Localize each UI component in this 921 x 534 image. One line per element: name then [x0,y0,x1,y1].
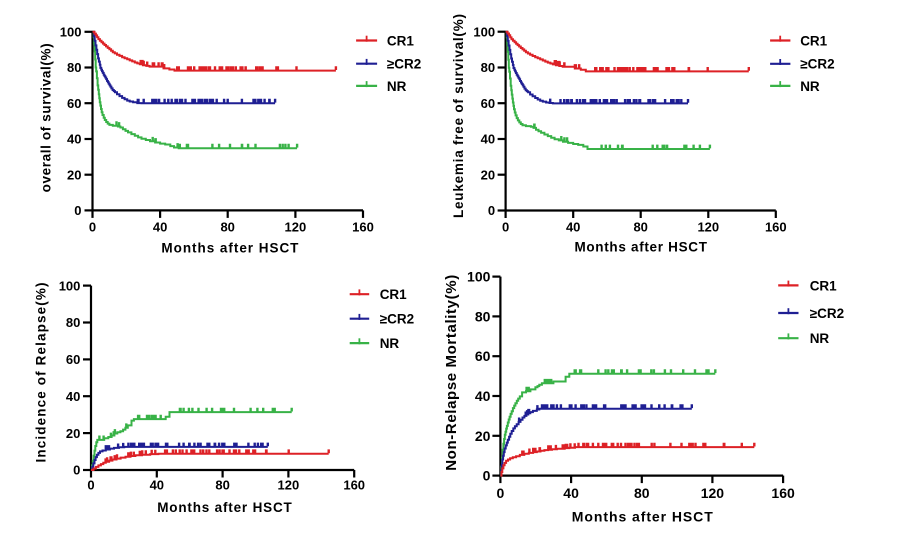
svg-text:120: 120 [285,220,307,235]
svg-text:CR1: CR1 [810,278,837,293]
svg-text:40: 40 [566,220,580,235]
svg-text:Months after HSCT: Months after HSCT [157,500,292,515]
svg-text:40: 40 [66,389,80,404]
svg-text:0: 0 [502,220,509,235]
svg-text:80: 80 [634,485,650,501]
svg-text:Months after HSCT: Months after HSCT [574,240,707,255]
svg-text:0: 0 [497,485,505,501]
svg-text:≥CR2: ≥CR2 [810,306,844,321]
svg-text:100: 100 [473,24,495,39]
svg-text:20: 20 [66,426,80,441]
svg-text:0: 0 [89,220,96,235]
svg-text:120: 120 [278,478,300,493]
svg-text:20: 20 [67,167,81,182]
svg-text:40: 40 [150,478,164,493]
svg-text:0: 0 [73,463,80,478]
svg-text:80: 80 [475,308,491,324]
svg-text:0: 0 [87,478,94,493]
svg-text:0: 0 [74,203,81,218]
svg-text:60: 60 [66,352,80,367]
svg-text:100: 100 [59,278,81,293]
svg-text:40: 40 [475,388,491,404]
svg-text:160: 160 [343,478,365,493]
svg-text:0: 0 [488,203,495,218]
svg-text:80: 80 [66,315,80,330]
svg-text:≥CR2: ≥CR2 [387,57,421,72]
svg-text:NR: NR [380,336,400,351]
svg-text:120: 120 [701,485,725,501]
svg-text:120: 120 [697,220,719,235]
svg-text:80: 80 [67,60,81,75]
svg-text:overall of survival(%): overall of survival(%) [38,43,53,192]
svg-text:80: 80 [215,478,229,493]
svg-text:80: 80 [633,220,647,235]
svg-text:40: 40 [563,485,579,501]
svg-text:Incidence of Relapse(%): Incidence of Relapse(%) [33,283,48,463]
svg-text:80: 80 [220,220,234,235]
svg-text:0: 0 [483,468,491,484]
svg-text:CR1: CR1 [800,33,827,48]
svg-text:≥CR2: ≥CR2 [800,57,834,72]
svg-text:100: 100 [467,269,491,285]
svg-text:80: 80 [481,60,495,75]
svg-text:160: 160 [771,485,795,501]
svg-text:Non-Relapse Mortality(%): Non-Relapse Mortality(%) [443,275,460,471]
svg-text:CR1: CR1 [380,287,407,302]
svg-text:60: 60 [481,96,495,111]
svg-text:40: 40 [481,132,495,147]
svg-text:NR: NR [800,79,820,94]
svg-text:160: 160 [765,220,787,235]
svg-text:40: 40 [67,132,81,147]
svg-text:40: 40 [153,220,167,235]
svg-text:Months after HSCT: Months after HSCT [161,240,299,255]
svg-text:NR: NR [810,331,830,346]
svg-text:20: 20 [475,428,491,444]
svg-text:Leukemia free of survival(%): Leukemia free of survival(%) [451,14,466,218]
svg-text:160: 160 [352,220,374,235]
svg-text:≥CR2: ≥CR2 [380,312,414,327]
svg-text:60: 60 [475,348,491,364]
svg-text:100: 100 [60,25,82,40]
svg-text:20: 20 [481,167,495,182]
svg-text:60: 60 [67,96,81,111]
svg-text:Months after HSCT: Months after HSCT [572,509,713,525]
svg-text:NR: NR [387,79,407,94]
svg-text:CR1: CR1 [387,33,414,48]
